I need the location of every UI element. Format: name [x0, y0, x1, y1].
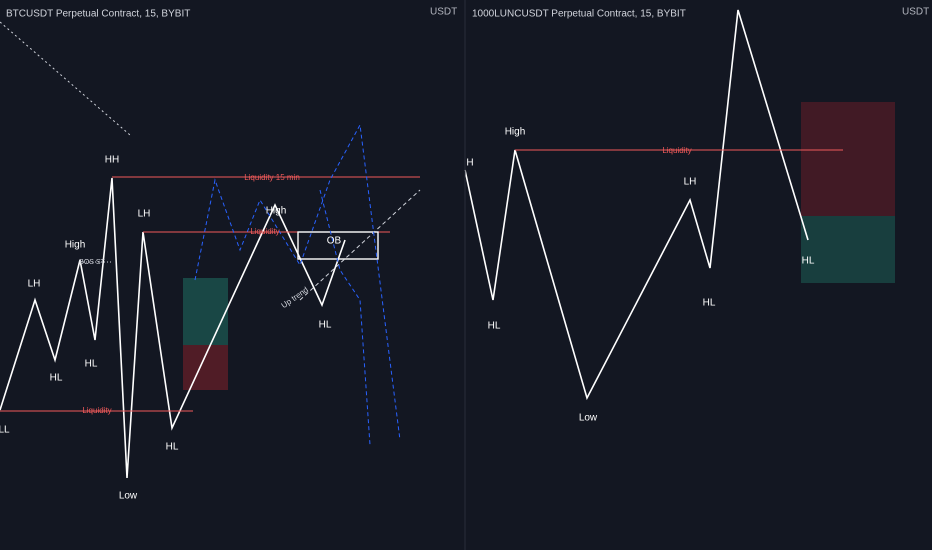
order-block	[297, 231, 379, 260]
label: H	[466, 158, 473, 169]
drawings	[0, 0, 843, 550]
long-zone	[183, 278, 228, 345]
label: High	[266, 206, 287, 217]
label: HL	[703, 298, 716, 309]
label: Liquidity	[82, 406, 111, 415]
currency: USDT	[430, 7, 457, 18]
label: LH	[138, 209, 151, 220]
label: Liquidity	[250, 227, 279, 236]
label: Low	[119, 491, 138, 502]
label: HL	[488, 321, 501, 332]
zigzag	[0, 177, 346, 479]
label: HL	[85, 359, 98, 370]
stop-zone	[183, 345, 228, 390]
chart-title: 1000LUNCUSDT Perpetual Contract, 15, BYB…	[472, 9, 686, 20]
projection	[319, 189, 371, 446]
label: High	[505, 127, 526, 138]
label: HL	[166, 442, 179, 453]
projection	[194, 123, 401, 441]
stop-zone	[801, 102, 895, 216]
dotted-arrow	[0, 21, 131, 136]
label: HL	[319, 320, 332, 331]
label: Low	[579, 413, 598, 424]
zigzag	[464, 9, 809, 401]
currency: USDT	[902, 7, 929, 18]
label: BOS ST	[79, 259, 105, 266]
label: LH	[684, 177, 697, 188]
label: Liquidity	[662, 146, 691, 155]
label: OB	[327, 236, 342, 247]
trend-line	[299, 189, 421, 301]
label: Liquidity 15 min	[244, 173, 300, 182]
target-zone	[801, 216, 895, 283]
label: HL	[802, 256, 815, 267]
label: LH	[28, 279, 41, 290]
label: LL	[0, 425, 10, 436]
chart-title: BTCUSDT Perpetual Contract, 15, BYBIT	[6, 9, 190, 20]
label: HL	[50, 373, 63, 384]
label: High	[65, 240, 86, 251]
label: HH	[105, 155, 119, 166]
